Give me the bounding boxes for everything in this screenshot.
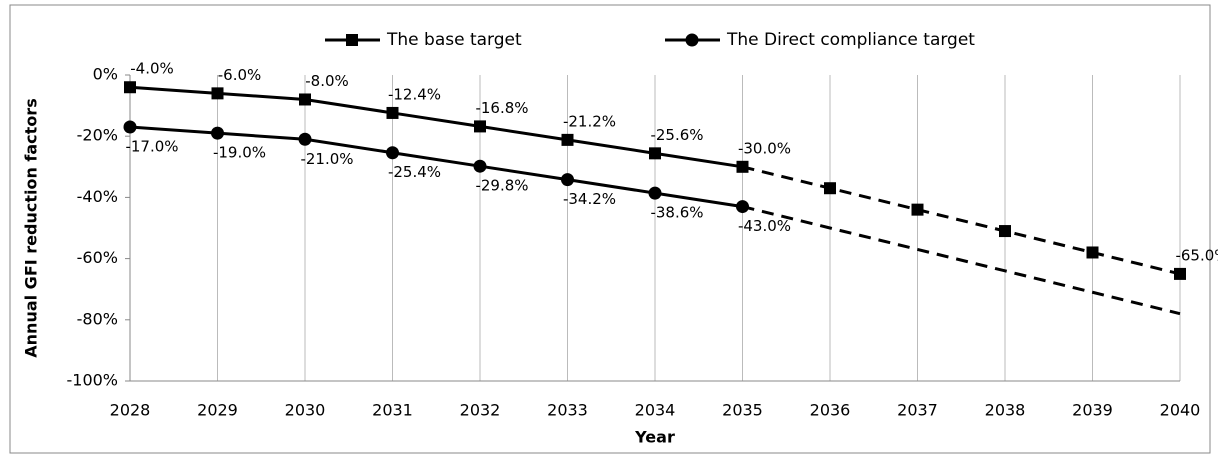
y-axis-label: Annual GFI reduction factors	[22, 98, 41, 357]
data-label: -29.8%	[475, 177, 528, 195]
data-label: -38.6%	[650, 204, 703, 222]
marker	[911, 203, 924, 216]
data-label: -25.6%	[650, 126, 703, 144]
data-label: -17.0%	[125, 138, 178, 156]
data-label: -21.0%	[300, 150, 353, 168]
legend-marker	[685, 33, 699, 47]
marker	[124, 81, 136, 94]
marker	[474, 120, 486, 133]
data-label: -43.0%	[738, 217, 791, 235]
marker	[386, 146, 399, 160]
marker	[824, 182, 836, 195]
x-tick-label: 2033	[547, 401, 588, 420]
marker	[298, 132, 312, 146]
marker	[211, 87, 224, 100]
line-solid	[129, 85, 743, 169]
marker	[299, 93, 311, 106]
marker	[648, 186, 662, 200]
marker	[999, 225, 1011, 238]
marker	[736, 160, 749, 173]
x-tick-label: 2035	[722, 401, 763, 420]
x-tick-label: 2032	[460, 401, 501, 420]
x-tick-label: 2039	[1072, 401, 1113, 420]
data-label: -8.0%	[305, 72, 349, 90]
y-tick-label: -60%	[77, 248, 118, 267]
x-tick-label: 2031	[372, 401, 413, 420]
y-tick-label: -20%	[77, 126, 118, 145]
marker	[649, 147, 661, 160]
x-tick-label: 2028	[110, 401, 151, 420]
marker	[386, 106, 399, 119]
marker	[123, 120, 137, 134]
x-axis-label: Year	[634, 428, 675, 447]
legend-label: The base target	[386, 30, 522, 50]
data-label: -4.0%	[130, 60, 174, 78]
legend-marker	[346, 34, 358, 46]
y-tick-label: 0%	[93, 65, 118, 84]
x-tick-label: 2029	[197, 401, 238, 420]
x-tick-label: 2030	[285, 401, 326, 420]
line-solid	[129, 125, 743, 209]
marker	[1086, 246, 1099, 259]
data-label: -6.0%	[218, 66, 262, 84]
marker	[211, 126, 224, 140]
marker	[1174, 267, 1186, 280]
data-label: -30.0%	[738, 139, 791, 157]
line-dashed	[742, 165, 1181, 276]
chart-border	[9, 4, 1211, 454]
marker	[561, 133, 574, 146]
x-tick-label: 2040	[1160, 401, 1201, 420]
data-label: -19.0%	[213, 144, 266, 162]
marker	[736, 200, 749, 214]
line-dashed	[742, 205, 1181, 316]
data-label: -25.4%	[388, 163, 441, 181]
y-tick-label: -40%	[77, 187, 118, 206]
data-label: -34.2%	[563, 190, 616, 208]
x-tick-label: 2034	[635, 401, 676, 420]
legend-label: The Direct compliance target	[726, 30, 975, 50]
data-label: -21.2%	[563, 112, 616, 130]
x-tick-label: 2036	[810, 401, 851, 420]
data-label: -65.0%	[1175, 246, 1218, 264]
marker	[561, 173, 574, 187]
x-tick-label: 2037	[897, 401, 938, 420]
y-tick-label: -100%	[66, 371, 118, 390]
y-tick-label: -80%	[77, 309, 118, 328]
marker	[473, 159, 487, 173]
data-label: -12.4%	[388, 85, 441, 103]
data-label: -16.8%	[475, 99, 528, 117]
x-tick-label: 2038	[985, 401, 1026, 420]
